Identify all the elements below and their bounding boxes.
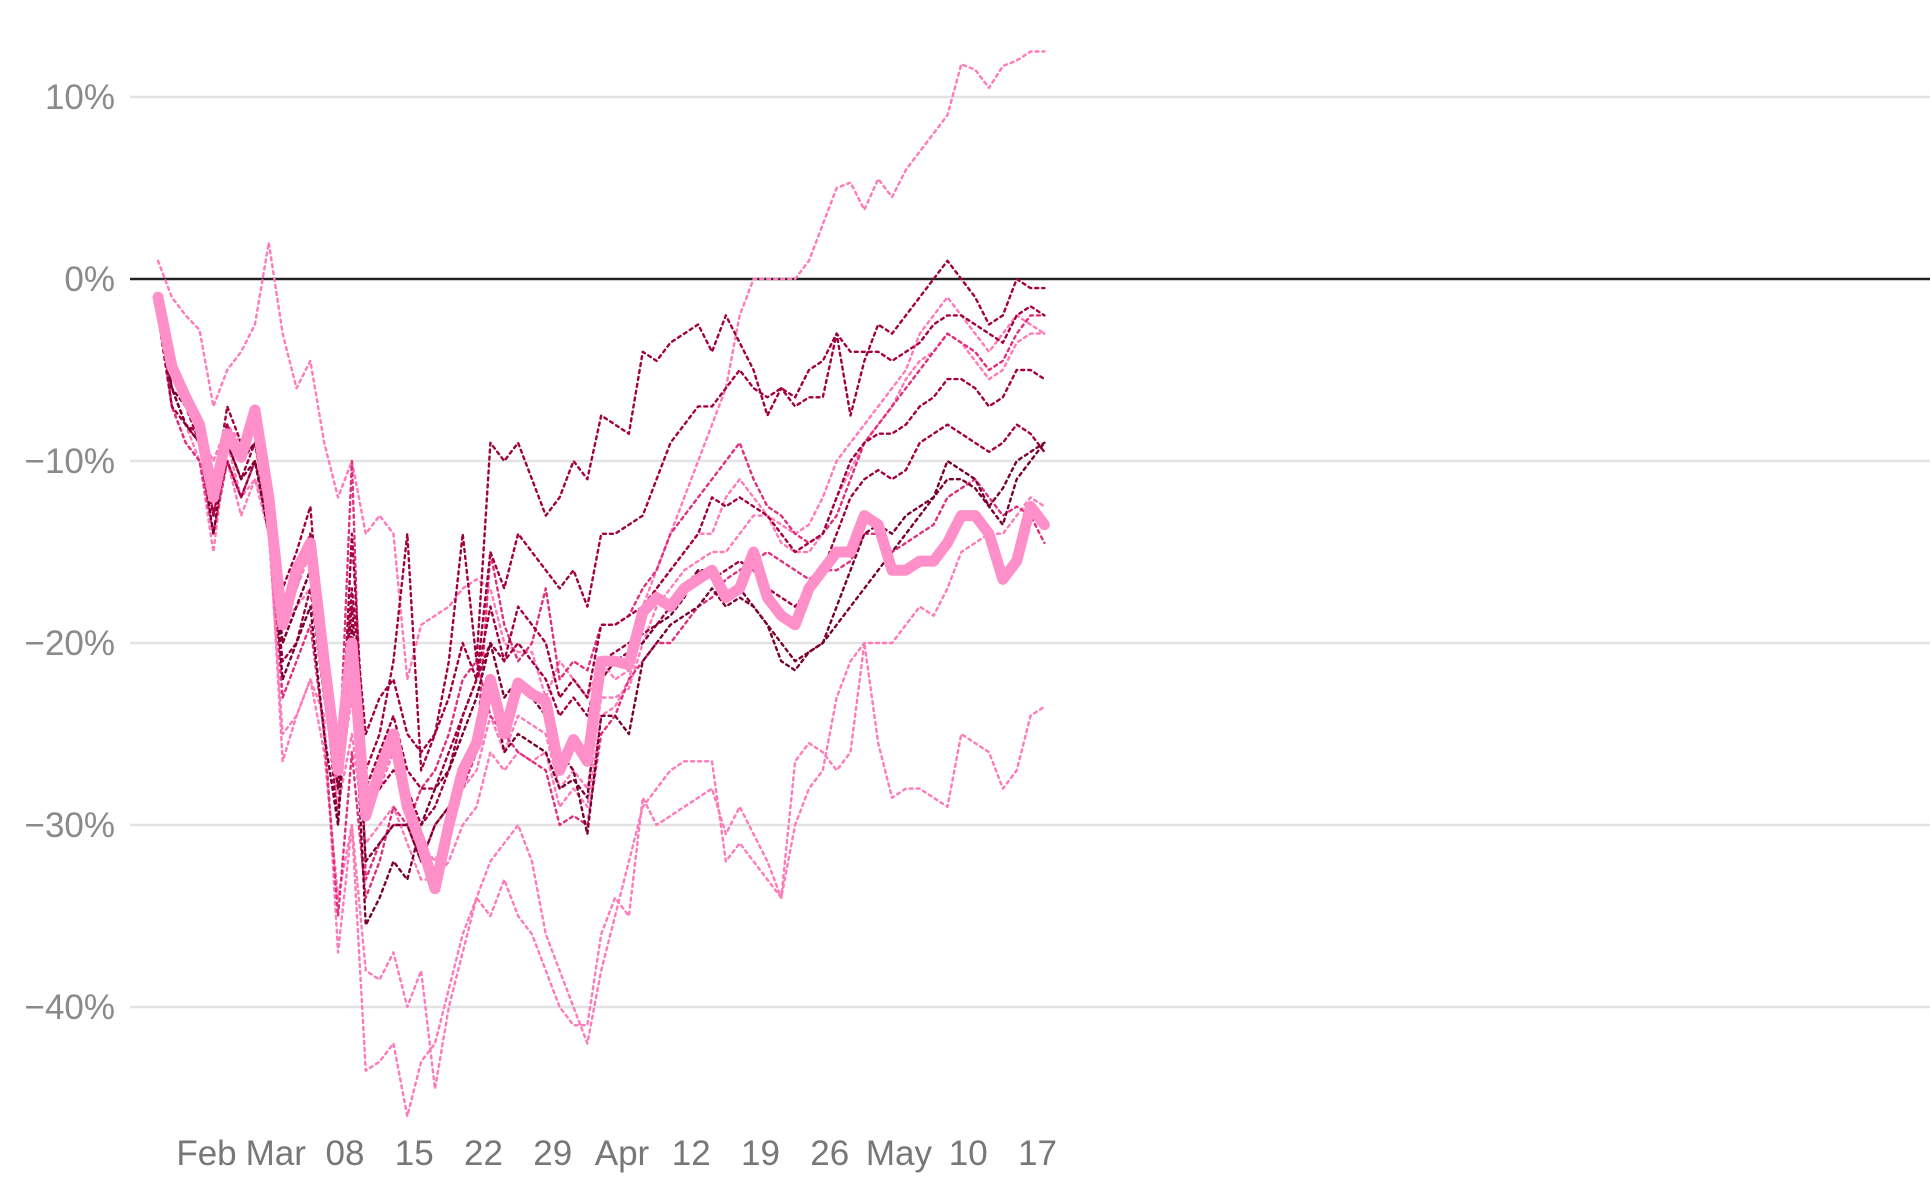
- x-tick-label-8: 19: [741, 1134, 780, 1173]
- x-tick-label-5: 29: [533, 1134, 572, 1173]
- series-line-4: [156, 314, 1046, 1118]
- series-line-6: [156, 296, 1046, 918]
- y-tick-label-0: 10%: [45, 78, 115, 117]
- x-axis-ticks: Feb Mar 08 15 22 29 Apr 12 19 26 May 10 17: [176, 1134, 1057, 1173]
- y-axis-ticks: 10% 0% −10% −20% −30% −40%: [25, 78, 116, 1027]
- highlight-series-line: [152, 291, 1050, 895]
- x-tick-label-0: Feb: [176, 1134, 236, 1173]
- x-tick-label-6: Apr: [595, 1134, 650, 1173]
- x-tick-label-10: May: [866, 1134, 933, 1173]
- x-tick-label-3: 15: [395, 1134, 434, 1173]
- series-line-11: [156, 314, 1046, 927]
- x-tick-label-1: Mar: [246, 1134, 307, 1173]
- series-line-7: [156, 259, 1046, 827]
- x-tick-label-2: 08: [326, 1134, 365, 1173]
- y-tick-label-3: −20%: [25, 624, 116, 663]
- x-tick-label-12: 17: [1018, 1134, 1057, 1173]
- y-tick-label-2: −10%: [25, 442, 116, 481]
- x-tick-label-11: 10: [949, 1134, 988, 1173]
- y-tick-label-1: 0%: [64, 260, 115, 299]
- x-tick-label-4: 22: [464, 1134, 503, 1173]
- x-tick-label-7: 12: [672, 1134, 711, 1173]
- x-tick-label-9: 26: [810, 1134, 849, 1173]
- highlight-layer: [152, 291, 1050, 895]
- y-tick-label-5: −40%: [25, 988, 116, 1027]
- y-tick-label-4: −30%: [25, 806, 116, 845]
